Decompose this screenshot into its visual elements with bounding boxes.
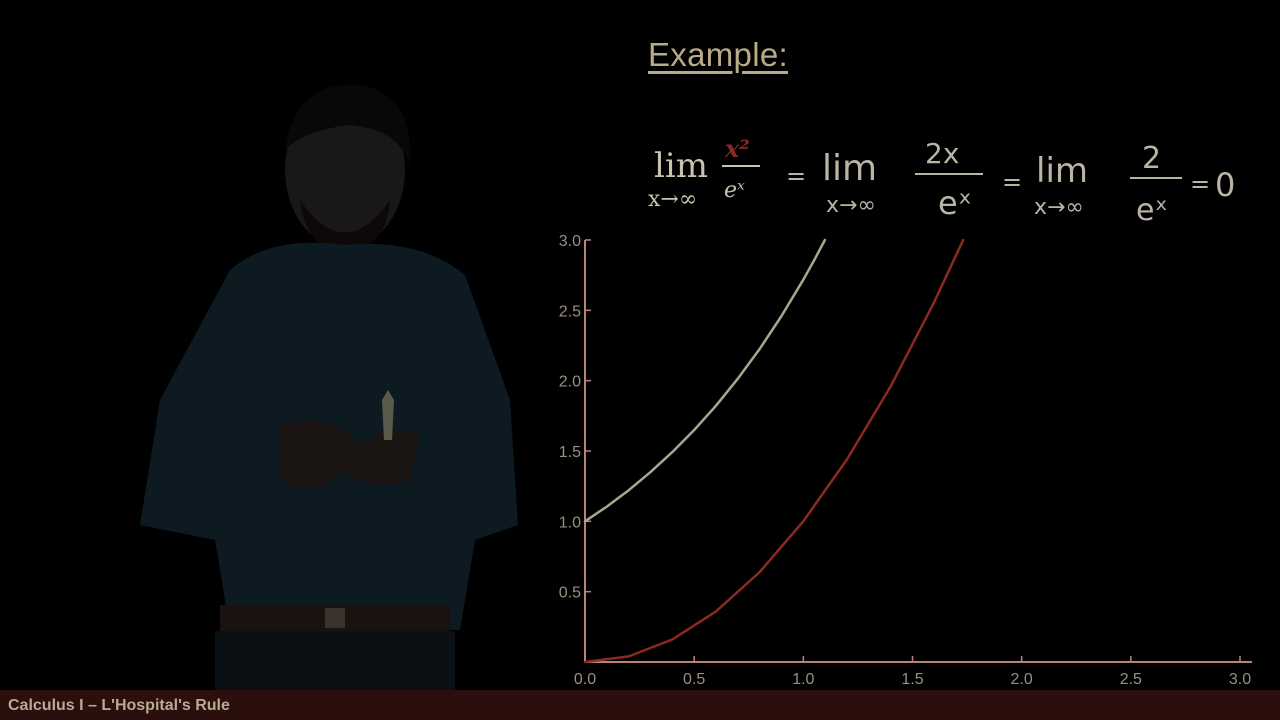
slide-heading: Example:: [648, 36, 788, 73]
plot-ticks: 0.0 0.5 1.0 1.5 2.0 2.5 3.0 0.5 1.0 1.5 2.0 2.5 3.0: [559, 233, 1251, 688]
presenter-hair: [285, 84, 411, 165]
presenter-belt-buckle: [325, 608, 345, 628]
y-tick-label: 2.5: [559, 303, 581, 320]
y-tick-label: 2.0: [559, 374, 581, 391]
y-tick-label: 3.0: [559, 233, 581, 250]
y-tick-label: 1.5: [559, 444, 581, 461]
course-title: Calculus I – L'Hospital's Rule: [8, 697, 230, 714]
x-tick-label: 2.5: [1120, 671, 1142, 688]
y-tick-label: 1.0: [559, 514, 581, 531]
plot-axes: [584, 240, 1252, 663]
footer-bar: Calculus I – L'Hospital's Rule: [0, 690, 1280, 720]
series-exp-curve: [583, 238, 827, 523]
x-tick-label: 0.0: [574, 671, 596, 688]
x-tick-label: 0.5: [683, 671, 705, 688]
x-tick-label: 3.0: [1229, 671, 1251, 688]
marker-pen: [382, 390, 394, 440]
y-tick-label: 0.5: [559, 585, 581, 602]
series-square-curve: [583, 238, 965, 664]
x-tick-label: 1.0: [792, 671, 814, 688]
plot-curves: [583, 238, 965, 664]
presenter-figure: [140, 84, 518, 720]
presenter-beard: [300, 200, 390, 255]
x-tick-label: 2.0: [1011, 671, 1033, 688]
x-tick-label: 1.5: [901, 671, 923, 688]
